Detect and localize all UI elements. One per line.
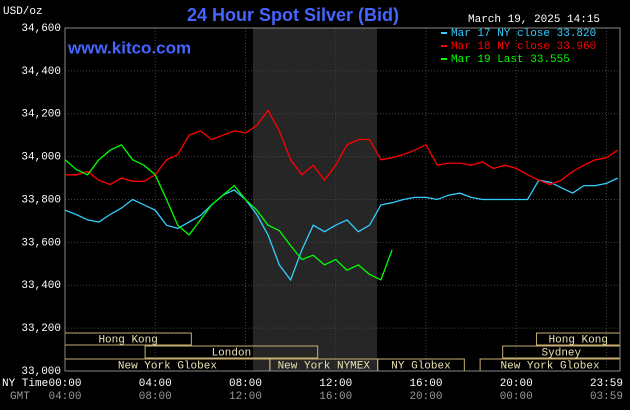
y-tick-label: 34,200: [21, 109, 61, 121]
legend-label: Mar 19 Last 33.555: [451, 54, 570, 66]
series-line: [64, 177, 618, 282]
session-label: New York Globex: [118, 360, 217, 372]
gmt-tick-label: 08:00: [139, 391, 172, 403]
x-tick-label: 12:00: [319, 378, 352, 390]
y-tick-label: 33,800: [21, 194, 61, 206]
y-unit: USD/oz: [3, 6, 43, 18]
gmt-tick-label: 04:00: [48, 391, 81, 403]
legend-label: Mar 18 NY close 33.960: [451, 41, 596, 53]
website: www.kitco.com: [67, 38, 191, 57]
y-tick-label: 33,600: [21, 237, 61, 249]
x-tick-label: 20:00: [500, 378, 533, 390]
y-tick-label: 34,400: [21, 66, 61, 78]
y-tick-label: 33,200: [21, 323, 61, 335]
gmt-tick-label: 03:59: [590, 391, 623, 403]
session-label: New York Globex: [501, 360, 600, 372]
gmt-tick-label: 20:00: [409, 391, 442, 403]
session-label: London: [212, 347, 252, 359]
x-tick-label: 00:00: [48, 378, 81, 390]
session-label: Sydney: [542, 347, 582, 359]
timestamp: March 19, 2025 14:15: [468, 14, 600, 26]
gmt-tick-label: 16:00: [319, 391, 352, 403]
x-tick-label: 08:00: [229, 378, 262, 390]
series-line: [64, 143, 393, 281]
x-tick-label: 16:00: [409, 378, 442, 390]
session-label: Hong Kong: [549, 334, 608, 346]
y-tick-label: 34,600: [21, 23, 61, 35]
y-tick-label: 34,000: [21, 152, 61, 164]
chart-title: 24 Hour Spot Silver (Bid): [187, 5, 399, 25]
session-box: [144, 345, 319, 359]
x-tick-label: 04:00: [139, 378, 172, 390]
plot-frame: [64, 27, 621, 372]
legend-label: Mar 17 NY close 33.820: [451, 28, 596, 40]
gmt-tick-label: 12:00: [229, 391, 262, 403]
series-line: [65, 109, 619, 186]
y-tick-label: 33,000: [21, 366, 61, 378]
gmt-tick-label: 00:00: [500, 391, 533, 403]
x2-axis-label: GMT: [10, 391, 30, 403]
session-label: Hong Kong: [98, 334, 157, 346]
y-tick-label: 33,400: [21, 280, 61, 292]
session-label: NY Globex: [391, 360, 451, 372]
session-label: New York NYMEX: [278, 360, 371, 372]
x-axis-label: NY Time: [2, 378, 48, 390]
x-tick-label: 23:59: [590, 378, 623, 390]
